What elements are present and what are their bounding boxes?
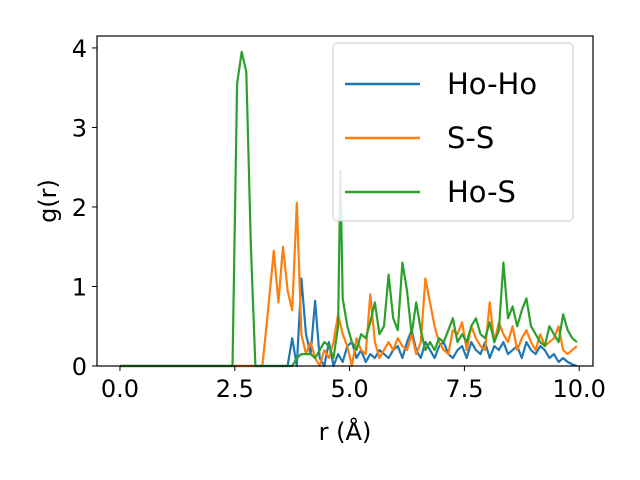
axis-ticks: 0.0 2.5 5.0 7.5 10.0 0 1 2 3 4 (72, 35, 606, 403)
x-axis-label: r (Å) (319, 417, 372, 446)
y-tick-label: 1 (72, 273, 87, 301)
x-tick-label: 7.5 (445, 375, 483, 403)
y-tick-label: 4 (72, 35, 87, 63)
y-tick-label: 3 (72, 114, 87, 142)
legend: Ho-Ho S-S Ho-S (332, 42, 574, 222)
legend-label: S-S (447, 121, 494, 155)
x-tick-label: 10.0 (553, 375, 606, 403)
y-axis-label: g(r) (34, 179, 62, 223)
x-tick-label: 0.0 (101, 375, 139, 403)
y-tick-label: 0 (72, 353, 87, 381)
plot-frame (96, 35, 594, 367)
y-tick-label: 2 (72, 194, 87, 222)
legend-label: Ho-Ho (447, 67, 537, 101)
legend-label: Ho-S (447, 175, 516, 209)
legend-box (332, 42, 574, 222)
x-tick-label: 5.0 (331, 375, 369, 403)
x-tick-label: 2.5 (216, 375, 254, 403)
series-line-1 (120, 201, 578, 368)
